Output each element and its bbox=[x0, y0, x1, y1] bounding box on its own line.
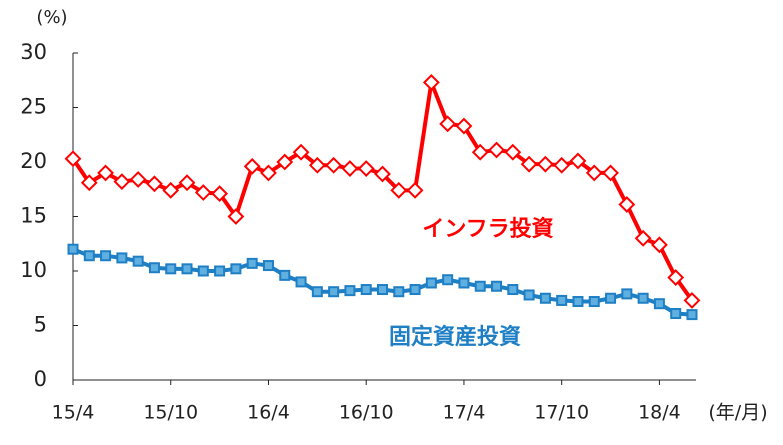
marker bbox=[116, 252, 128, 264]
marker bbox=[455, 117, 473, 135]
marker bbox=[393, 286, 405, 298]
y-tick-label: 20 bbox=[20, 149, 47, 173]
marker bbox=[520, 155, 538, 173]
marker bbox=[539, 292, 551, 304]
marker bbox=[523, 289, 535, 301]
marker bbox=[588, 296, 600, 308]
marker bbox=[653, 298, 665, 310]
x-unit-label: (年/月) bbox=[708, 402, 767, 424]
marker bbox=[246, 257, 258, 269]
marker bbox=[132, 255, 144, 267]
marker bbox=[442, 274, 454, 286]
series-label: インフラ投資 bbox=[422, 216, 553, 242]
y-tick-label: 5 bbox=[34, 313, 47, 337]
marker bbox=[605, 292, 617, 304]
marker bbox=[129, 171, 147, 188]
marker bbox=[181, 263, 193, 275]
marker bbox=[504, 143, 522, 161]
marker bbox=[536, 155, 554, 173]
marker bbox=[422, 74, 440, 91]
marker bbox=[311, 286, 323, 298]
marker bbox=[308, 156, 326, 174]
x-tick-label: 15/4 bbox=[52, 402, 95, 424]
marker bbox=[292, 143, 310, 161]
y-tick-label: 0 bbox=[34, 367, 47, 391]
marker bbox=[295, 276, 307, 288]
marker bbox=[621, 288, 633, 300]
x-tick-label: 17/4 bbox=[443, 402, 486, 424]
marker bbox=[360, 284, 372, 296]
marker bbox=[113, 173, 131, 191]
x-tick-label: 18/4 bbox=[638, 402, 681, 424]
series-label: 固定資産投資 bbox=[389, 324, 521, 350]
marker bbox=[553, 156, 571, 174]
marker bbox=[178, 174, 196, 192]
marker bbox=[197, 265, 209, 277]
marker bbox=[97, 164, 114, 182]
marker bbox=[214, 265, 226, 277]
marker bbox=[148, 262, 160, 274]
marker bbox=[651, 236, 668, 254]
marker bbox=[618, 196, 636, 213]
marker bbox=[507, 284, 519, 296]
marker bbox=[377, 284, 388, 296]
marker bbox=[409, 284, 421, 296]
x-tick-label: 17/10 bbox=[534, 402, 589, 424]
marker bbox=[67, 243, 79, 255]
x-tick-label: 16/10 bbox=[339, 402, 394, 424]
marker bbox=[488, 141, 505, 159]
marker bbox=[100, 250, 112, 262]
marker bbox=[602, 164, 619, 182]
marker bbox=[491, 280, 503, 292]
y-tick-label: 15 bbox=[20, 204, 47, 228]
marker bbox=[276, 153, 294, 171]
marker bbox=[471, 143, 489, 161]
marker bbox=[146, 175, 163, 193]
marker bbox=[279, 269, 291, 281]
marker bbox=[262, 260, 274, 272]
marker bbox=[425, 277, 437, 289]
marker bbox=[406, 181, 424, 199]
marker bbox=[637, 292, 649, 304]
marker bbox=[227, 208, 245, 225]
marker bbox=[474, 280, 486, 292]
marker bbox=[670, 308, 682, 320]
marker bbox=[572, 296, 584, 308]
marker bbox=[243, 157, 261, 175]
marker bbox=[80, 174, 98, 192]
marker bbox=[439, 115, 457, 133]
y-unit-label: (%) bbox=[36, 7, 67, 28]
marker bbox=[83, 250, 95, 262]
marker bbox=[230, 263, 242, 275]
marker bbox=[686, 309, 698, 321]
marker bbox=[64, 150, 82, 168]
marker bbox=[390, 181, 408, 199]
marker bbox=[325, 156, 343, 174]
marker bbox=[683, 292, 701, 309]
marker bbox=[357, 160, 375, 177]
marker bbox=[165, 263, 177, 275]
marker bbox=[344, 285, 356, 297]
y-tick-label: 10 bbox=[20, 258, 47, 282]
y-tick-label: 25 bbox=[20, 95, 47, 119]
marker bbox=[569, 152, 587, 170]
y-tick-label: 30 bbox=[20, 40, 47, 64]
marker bbox=[556, 294, 568, 306]
marker bbox=[211, 185, 229, 203]
marker bbox=[260, 164, 277, 182]
x-tick-label: 16/4 bbox=[247, 402, 290, 424]
marker bbox=[667, 269, 685, 286]
marker bbox=[328, 286, 340, 298]
marker bbox=[585, 164, 603, 182]
marker bbox=[162, 181, 180, 199]
x-tick-label: 15/10 bbox=[143, 402, 198, 424]
marker bbox=[341, 160, 359, 177]
marker bbox=[194, 184, 212, 201]
marker bbox=[374, 165, 391, 183]
marker bbox=[458, 277, 470, 289]
marker bbox=[634, 229, 652, 247]
